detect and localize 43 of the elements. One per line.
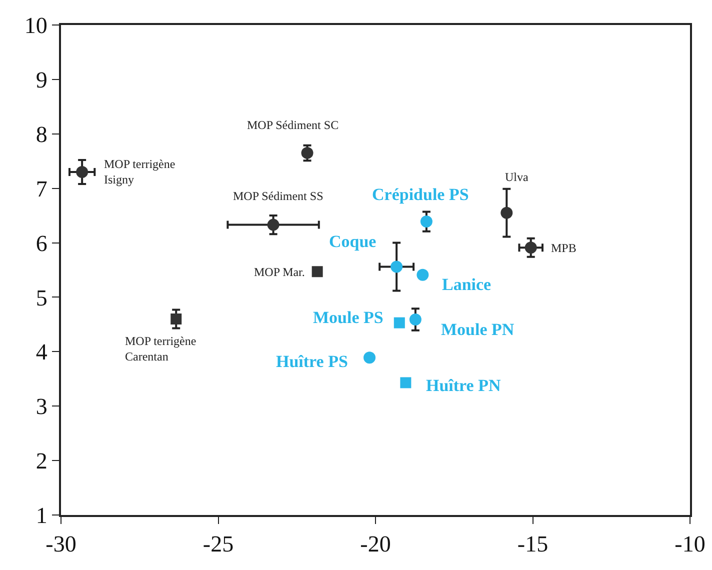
y-tick-label: 1 [36, 503, 48, 528]
annotation: Moule PN [441, 320, 515, 339]
y-tick-label: 7 [36, 176, 48, 202]
annotation: Lanice [442, 275, 492, 294]
y-tick-label: 9 [36, 67, 48, 92]
annotation: Ulva [505, 170, 529, 184]
annotation: Moule PS [313, 308, 384, 327]
annotation: Coque [329, 232, 377, 251]
x-tick-label: -25 [202, 532, 234, 557]
point [500, 206, 513, 219]
y-tick-label: 10 [24, 13, 48, 38]
annotation: Huître PN [426, 376, 502, 395]
annotation: MPB [551, 241, 576, 255]
x-tick-label: -10 [674, 532, 706, 557]
annotation: MOP terrigène Isigny [104, 157, 176, 187]
annotation: Crépidule PS [372, 185, 469, 204]
point [170, 314, 182, 324]
point [390, 260, 403, 273]
point [420, 216, 432, 228]
point [301, 146, 314, 159]
annotation: Huître PS [276, 352, 348, 371]
point [524, 242, 537, 254]
annotation: MOP Mar. [254, 265, 305, 279]
y-tick-label: 6 [36, 230, 48, 256]
y-tick-label: 2 [36, 448, 48, 474]
y-tick-label: 3 [36, 394, 48, 420]
y-tick-label: 5 [36, 285, 48, 310]
point [416, 268, 429, 281]
x-tick-label: -30 [46, 532, 76, 557]
point [312, 266, 323, 278]
point [394, 317, 405, 328]
x-tick-label: -15 [517, 532, 548, 557]
annotation: MOP Sédiment SC [247, 118, 339, 132]
annotation: MOP terrigène Carentan [125, 334, 196, 364]
y-tick-label: 4 [36, 340, 48, 365]
y-tick-label: 8 [36, 122, 48, 147]
point [409, 314, 422, 326]
x-tick-label: -20 [360, 532, 391, 557]
point [364, 352, 376, 364]
point [267, 218, 280, 231]
annotation: MOP Sédiment SS [233, 189, 324, 203]
point [76, 166, 88, 178]
point [400, 377, 412, 388]
